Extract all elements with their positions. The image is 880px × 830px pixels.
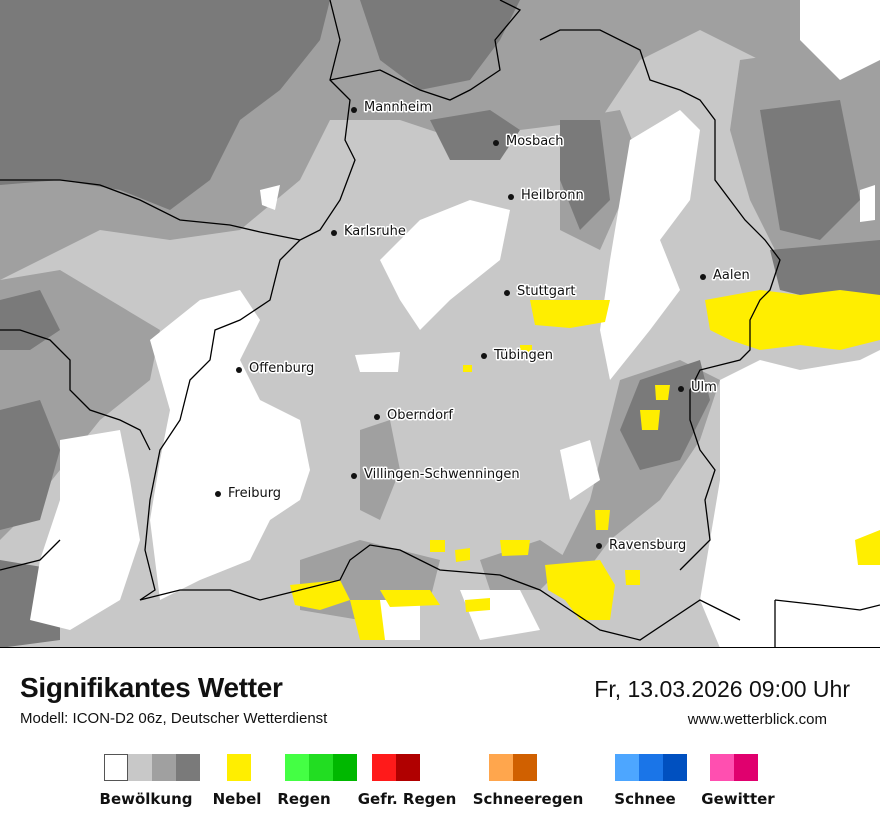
legend-swatch: [639, 754, 663, 781]
legend-label-rain: Regen: [277, 790, 331, 808]
city-label: Ulm: [691, 380, 717, 395]
city-label: Offenburg: [249, 361, 314, 376]
city-villingen-schwenningen: Villingen-Schwenningen: [351, 466, 521, 484]
legend-swatch: [372, 754, 396, 781]
legend-swatch: [227, 754, 251, 781]
legend-label-sleet: Schneeregen: [472, 790, 584, 808]
city-label: Tübingen: [493, 348, 553, 363]
city-markers: Mannheim Mosbach Heilbronn Karlsruhe Aal…: [215, 99, 751, 555]
legend-fog-swatches: [227, 754, 251, 781]
legend-swatch: [285, 754, 309, 781]
city-label: Ravensburg: [609, 538, 686, 553]
city-freiburg: Freiburg: [215, 485, 283, 503]
city-karlsruhe: Karlsruhe: [331, 223, 407, 241]
city-tuebingen: Tübingen: [481, 347, 555, 365]
cloud-clear-layer: [30, 0, 880, 648]
city-label: Karlsruhe: [344, 224, 406, 239]
legend-swatch: [489, 754, 513, 781]
city-ravensburg: Ravensburg: [596, 537, 688, 555]
city-stuttgart: Stuttgart: [504, 283, 577, 301]
legend-swatch: [513, 754, 537, 781]
legend-swatch: [104, 754, 128, 781]
website-link[interactable]: www.wetterblick.com: [687, 711, 827, 728]
city-mosbach: Mosbach: [493, 133, 565, 151]
city-ulm: Ulm: [678, 379, 718, 397]
legend-swatch: [333, 754, 357, 781]
weather-map: Mannheim Mosbach Heilbronn Karlsruhe Aal…: [0, 0, 880, 648]
model-subtitle: Modell: ICON-D2 06z, Deutscher Wetterdie…: [20, 710, 328, 727]
legend-swatch: [710, 754, 734, 781]
legend-cloud-swatches: [104, 754, 200, 781]
city-label: Villingen-Schwenningen: [364, 467, 520, 482]
borders: [0, 0, 880, 648]
legend-freezing-rain-swatches: [372, 754, 420, 781]
legend-swatch: [734, 754, 758, 781]
legend-swatch: [128, 754, 152, 781]
city-label: Aalen: [713, 268, 750, 283]
city-label: Oberndorf: [387, 408, 453, 423]
legend-swatch: [176, 754, 200, 781]
city-label: Mosbach: [506, 134, 564, 149]
city-label: Mannheim: [364, 100, 432, 115]
page-title: Signifikantes Wetter: [20, 672, 283, 703]
legend-thunderstorm-swatches: [710, 754, 758, 781]
legend-label-freezing-rain: Gefr. Regen: [357, 790, 457, 808]
legend-label-cloud: Bewölkung: [99, 790, 193, 808]
legend-swatch: [396, 754, 420, 781]
city-label: Stuttgart: [517, 284, 575, 299]
city-label: Heilbronn: [521, 188, 584, 203]
city-heilbronn: Heilbronn: [508, 187, 585, 205]
legend-swatch: [663, 754, 687, 781]
legend-rain-swatches: [285, 754, 357, 781]
legend-snow-swatches: [615, 754, 687, 781]
legend-swatch: [152, 754, 176, 781]
fog-layer: [290, 290, 880, 640]
city-mannheim: Mannheim: [351, 99, 434, 117]
legend-swatch: [309, 754, 333, 781]
legend-sleet-swatches: [489, 754, 537, 781]
city-oberndorf: Oberndorf: [374, 407, 455, 425]
footer: Signifikantes Wetter Modell: ICON-D2 06z…: [0, 648, 880, 830]
legend-swatch: [615, 754, 639, 781]
legend-label-fog: Nebel: [212, 790, 262, 808]
legend-label-thunderstorm: Gewitter: [701, 790, 775, 808]
city-offenburg: Offenburg: [236, 360, 316, 378]
legend-label-snow: Schnee: [614, 790, 676, 808]
forecast-datetime: Fr, 13.03.2026 09:00 Uhr: [594, 676, 850, 702]
city-aalen: Aalen: [700, 267, 751, 285]
city-label: Freiburg: [228, 486, 281, 501]
